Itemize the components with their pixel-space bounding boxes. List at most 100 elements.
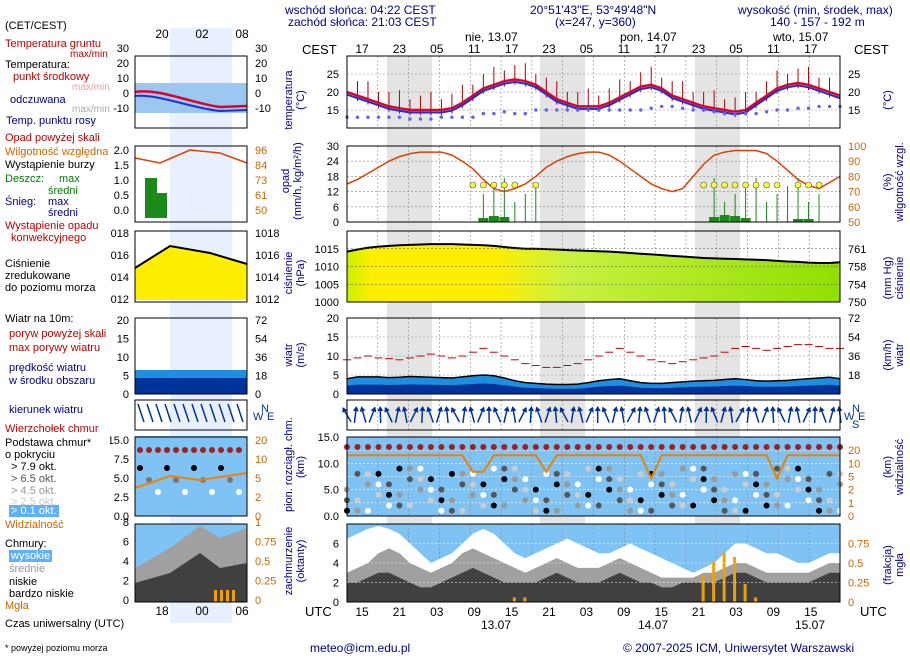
cb-top-dot	[469, 444, 476, 450]
mini-pressure-tick: 1018	[110, 228, 129, 240]
wind-arrow	[828, 406, 836, 423]
mini-panel-frame	[134, 145, 248, 223]
wind-arrow-head	[377, 406, 384, 412]
dew-point	[397, 115, 402, 119]
humidity-tick: 100	[848, 141, 866, 153]
mini-panel-frame	[134, 399, 248, 431]
mini-cb-dot	[218, 447, 224, 453]
precip-tick: 6	[333, 202, 339, 214]
cloud-base-dot	[700, 476, 707, 483]
wind-arrow-head	[829, 406, 836, 412]
cloud-base-dot	[721, 507, 728, 514]
vis-tick: 10	[848, 458, 860, 470]
day2-label: pon, 14.07	[620, 30, 677, 44]
cloud-base-dot	[826, 470, 833, 477]
wind-arrow-head	[370, 406, 377, 413]
cb-top-dot	[438, 444, 445, 450]
cb-top-dot	[532, 444, 539, 450]
wind-arrow-head	[794, 406, 801, 412]
cb-top-dot	[427, 444, 434, 450]
cloud-base-dot	[501, 502, 508, 509]
wind-arrow	[451, 407, 461, 423]
cloud-base-dot	[438, 486, 445, 493]
cb-top-dot	[742, 444, 749, 450]
cloud-base-dot	[690, 465, 697, 472]
dew-point	[722, 111, 727, 116]
wind-arrow-head	[619, 406, 626, 412]
cloud-base-dot	[616, 476, 623, 483]
cb-top-dot	[501, 444, 508, 450]
wind-arrow-head	[763, 406, 769, 413]
cloud-base-dot	[427, 497, 434, 504]
storm-dot	[700, 181, 707, 189]
dew-point	[429, 117, 433, 121]
sunset: zachód słońca: 21:03 CEST	[288, 15, 437, 29]
kmh-tick: 36	[848, 351, 860, 363]
cloud-base-dot	[742, 470, 749, 477]
footer-email[interactable]: meteo@icm.edu.pl	[310, 641, 411, 655]
dew-point	[471, 115, 475, 119]
legend-ground-temp-sub: max/min	[70, 49, 108, 60]
cloud-base-dot	[700, 486, 707, 493]
cloud-base-dot	[543, 507, 550, 514]
storm-dot	[773, 181, 781, 189]
temp-tick-right: 25	[848, 69, 860, 81]
wind-arrow-head	[819, 406, 825, 413]
wind-arrow	[668, 406, 678, 423]
mini-cover-tick: 4	[123, 556, 129, 568]
cloud-base-dot	[553, 507, 560, 514]
mini-temp-tick: 10	[117, 73, 129, 85]
cloud-base-dot	[375, 470, 382, 477]
cloud-base-dot	[532, 507, 539, 514]
mini-cover-tick: 2	[123, 576, 129, 588]
legend-rain: Deszcz:	[5, 173, 45, 185]
precip-tick: 12	[327, 187, 339, 199]
cb-top-dot	[627, 444, 634, 450]
wind-arrow	[812, 406, 819, 424]
cloud-tick: 0.0	[324, 511, 339, 523]
cloud-base-dot	[417, 465, 424, 472]
precip-tick: 0	[333, 217, 339, 229]
wind-arrow-head	[594, 406, 601, 411]
coords: 20°51'43"E, 53°49'48"N	[530, 3, 657, 17]
cloud-base-dot	[616, 497, 623, 504]
wind-tick: 15	[327, 332, 339, 344]
wind-arrow	[359, 406, 367, 423]
cloud-base-dot	[448, 470, 455, 477]
mini-compass-w: W	[253, 411, 264, 423]
mini-vis-tick: 5	[255, 473, 261, 485]
cloud-base-dot	[448, 507, 455, 514]
pressure-tick: 1000	[315, 297, 339, 309]
wind-arrow	[570, 406, 577, 424]
cb-top-dot	[396, 444, 403, 450]
storm-dot	[721, 181, 728, 189]
mini-pressure-tick-right: 1012	[255, 294, 279, 306]
legend-temp-maxmin: max/min	[72, 82, 110, 93]
dew-point	[586, 108, 590, 112]
legend-storm: Wystąpienie burzy	[5, 159, 95, 171]
cloud-base-dot	[469, 481, 476, 488]
wind-tick: 10	[327, 351, 339, 363]
humidity-tick: 60	[848, 202, 860, 214]
mini-cloud-tick: 15.0	[110, 435, 129, 447]
dew-point	[607, 108, 611, 112]
cb-top-dot	[553, 444, 560, 450]
wind-arrow	[535, 406, 543, 423]
wind-arrow	[794, 406, 801, 423]
mini-wind-arrow	[209, 403, 217, 423]
mini-cb-dot	[173, 447, 179, 453]
cloud-base-dot	[669, 481, 676, 488]
wind-arrow	[552, 406, 559, 424]
mini-base-dot	[164, 465, 170, 471]
wind-arrow-head	[559, 407, 566, 413]
cloud-base-dot	[637, 497, 644, 504]
wind-arrow	[685, 406, 693, 423]
mini-vis-tick: 20	[255, 435, 267, 447]
dew-point	[544, 108, 548, 112]
cloud-base-dot	[364, 470, 371, 477]
mini-wind-tick: 0	[123, 389, 129, 401]
wind-arrow-head	[426, 406, 433, 413]
cloud-base-dot	[522, 497, 529, 504]
cb-top-dot	[354, 444, 361, 450]
mini-fog-bar	[226, 590, 229, 602]
